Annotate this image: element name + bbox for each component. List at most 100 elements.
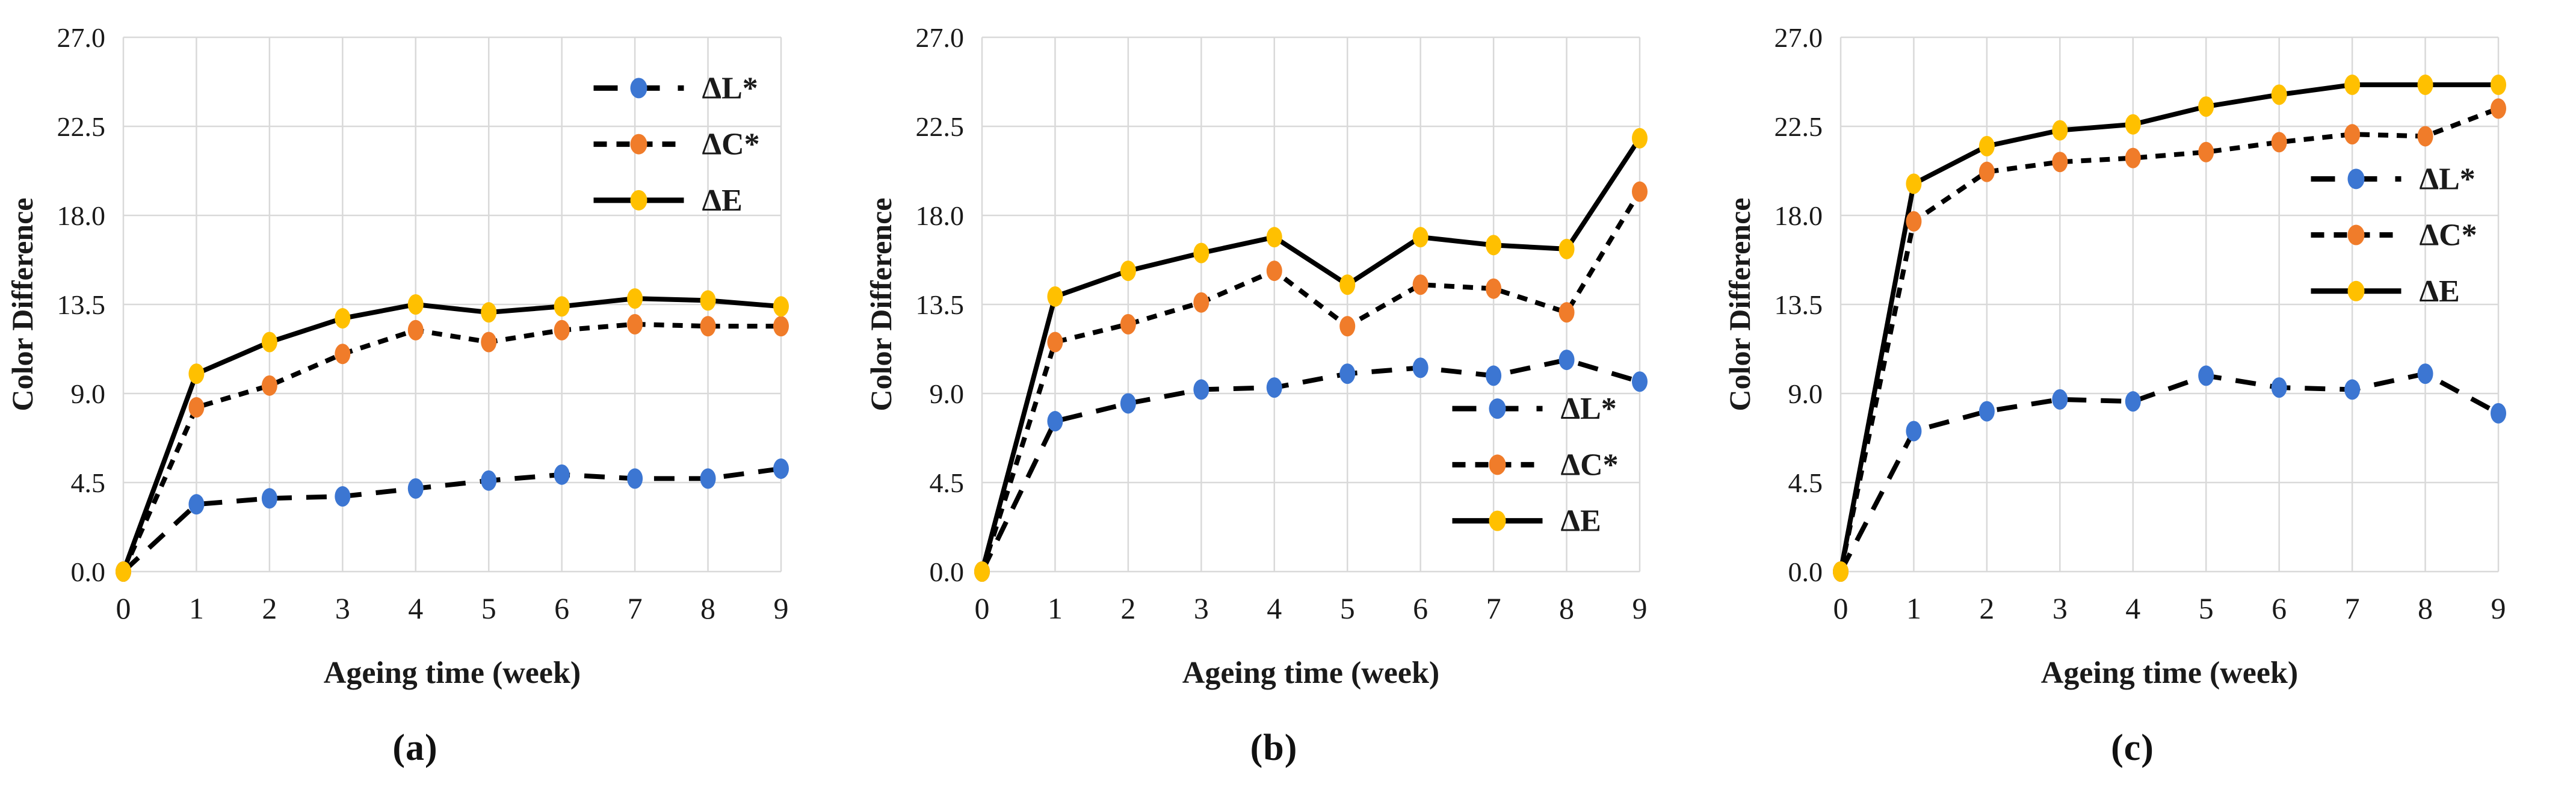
x-tick-label: 2 [1979, 591, 1994, 625]
legend-label: ΔC* [2419, 218, 2477, 253]
x-tick-label: 4 [408, 591, 423, 625]
line-chart-b: 0.0 4.5 9.0 13.5 18.0 22.5 27.0 Color Differenc… [864, 22, 1648, 690]
data-point-marker [1632, 128, 1648, 149]
data-point-marker [1339, 316, 1356, 337]
line-chart-c: 0.0 4.5 9.0 13.5 18.0 22.5 27.0 Color Differenc… [1723, 22, 2506, 690]
data-point-marker [554, 319, 570, 341]
data-point-marker [1558, 302, 1575, 323]
data-point-marker [2052, 389, 2068, 410]
data-point-marker [116, 561, 131, 582]
y-axis-title: Color Difference [5, 198, 39, 412]
y-tick-label: 27.0 [1774, 22, 1823, 53]
data-point-marker [700, 290, 716, 311]
data-point-marker [2052, 152, 2068, 173]
data-point-marker [2271, 84, 2287, 105]
y-tick-label: 18.0 [1774, 200, 1823, 231]
chart-panel-a: 0.0 4.5 9.0 13.5 18.0 22.5 27.0 Color Differenc… [0, 0, 859, 793]
legend-marker-dot [2347, 224, 2365, 245]
data-point-marker [1486, 235, 1502, 256]
y-tick-label: 4.5 [930, 467, 965, 498]
x-tick-label: 4 [2125, 591, 2140, 625]
legend-label: ΔL* [1560, 392, 1616, 426]
data-point-marker [2491, 74, 2506, 95]
x-tick-label: 5 [2199, 591, 2214, 625]
data-point-marker [335, 344, 351, 365]
x-tick-label: 7 [1486, 591, 1501, 625]
y-tick-label: 4.5 [1788, 467, 1823, 498]
panel-caption-a: (a) [392, 727, 438, 768]
series-line [122, 466, 782, 573]
data-point-marker [2198, 141, 2214, 162]
chart-panel-b: 0.0 4.5 9.0 13.5 18.0 22.5 27.0 Color Differenc… [859, 0, 1717, 793]
x-tick-label: 9 [774, 591, 789, 625]
data-point-marker [1632, 181, 1648, 202]
data-point-marker [1120, 261, 1136, 282]
data-point-marker [2491, 98, 2506, 119]
x-axis-title: Ageing time (week) [324, 656, 581, 690]
series-line [1838, 82, 2498, 572]
line-chart-a: 0.0 4.5 9.0 13.5 18.0 22.5 27.0 Color Differenc… [5, 22, 789, 690]
data-point-marker [481, 332, 497, 353]
y-tick-label: 4.5 [71, 467, 106, 498]
x-tick-label: 3 [2052, 591, 2068, 625]
legend-label: ΔE [1560, 504, 1601, 538]
data-point-marker [1906, 173, 1922, 194]
data-point-marker [2417, 74, 2433, 95]
data-point-marker [1833, 561, 1849, 582]
data-point-marker [1120, 393, 1136, 414]
x-tick-label: 9 [2491, 591, 2506, 625]
x-tick-label: 8 [1559, 591, 1574, 625]
legend-marker-dot [1489, 510, 1506, 531]
data-point-marker [407, 478, 424, 499]
chart-panel-c: 0.0 4.5 9.0 13.5 18.0 22.5 27.0 Color Differenc… [1717, 0, 2576, 793]
x-tick-label: 6 [1413, 591, 1428, 625]
x-tick-label: 5 [1340, 591, 1355, 625]
data-point-marker [700, 468, 716, 489]
y-tick-label: 0.0 [930, 557, 965, 587]
x-tick-label: 0 [116, 591, 131, 625]
y-axis-title: Color Difference [1723, 198, 1756, 412]
data-point-marker [1486, 365, 1502, 386]
x-tick-label: 0 [1833, 591, 1849, 625]
data-point-marker [627, 468, 643, 489]
y-tick-label: 22.5 [1774, 111, 1823, 142]
data-point-marker [1266, 377, 1282, 398]
panel-caption-b: (b) [1250, 727, 1298, 768]
data-point-marker [335, 308, 351, 329]
data-point-marker [2052, 120, 2068, 141]
data-point-marker [2344, 379, 2361, 400]
x-tick-label: 3 [335, 591, 350, 625]
data-point-marker [627, 288, 643, 309]
y-tick-label: 13.5 [1774, 289, 1823, 320]
data-point-marker [974, 561, 990, 582]
x-tick-label: 6 [2272, 591, 2287, 625]
data-point-marker [773, 316, 789, 337]
series-line [121, 296, 782, 573]
data-point-marker [2417, 363, 2433, 384]
x-tick-label: 8 [2418, 591, 2433, 625]
series-line [980, 137, 1642, 573]
legend-marker-dot [630, 78, 647, 99]
data-point-marker [1412, 227, 1429, 248]
data-point-marker [1047, 411, 1063, 432]
series-line [980, 357, 1641, 573]
data-point-marker [261, 332, 277, 353]
data-point-marker [2198, 96, 2214, 117]
data-point-marker [481, 302, 497, 323]
data-point-marker [407, 294, 424, 315]
y-tick-label: 0.0 [1788, 557, 1823, 587]
x-tick-label: 0 [975, 591, 990, 625]
data-point-marker [2417, 126, 2433, 147]
data-point-marker [1558, 238, 1575, 259]
data-point-marker [1412, 357, 1429, 378]
data-point-marker [1412, 274, 1429, 295]
x-axis-title: Ageing time (week) [1182, 656, 1439, 690]
data-point-marker [627, 313, 643, 335]
data-point-marker [2344, 74, 2361, 95]
x-tick-label: 2 [1120, 591, 1135, 625]
x-tick-label: 2 [262, 591, 277, 625]
y-tick-label: 9.0 [1788, 378, 1823, 409]
y-tick-label: 9.0 [71, 378, 106, 409]
data-point-marker [1047, 286, 1063, 307]
